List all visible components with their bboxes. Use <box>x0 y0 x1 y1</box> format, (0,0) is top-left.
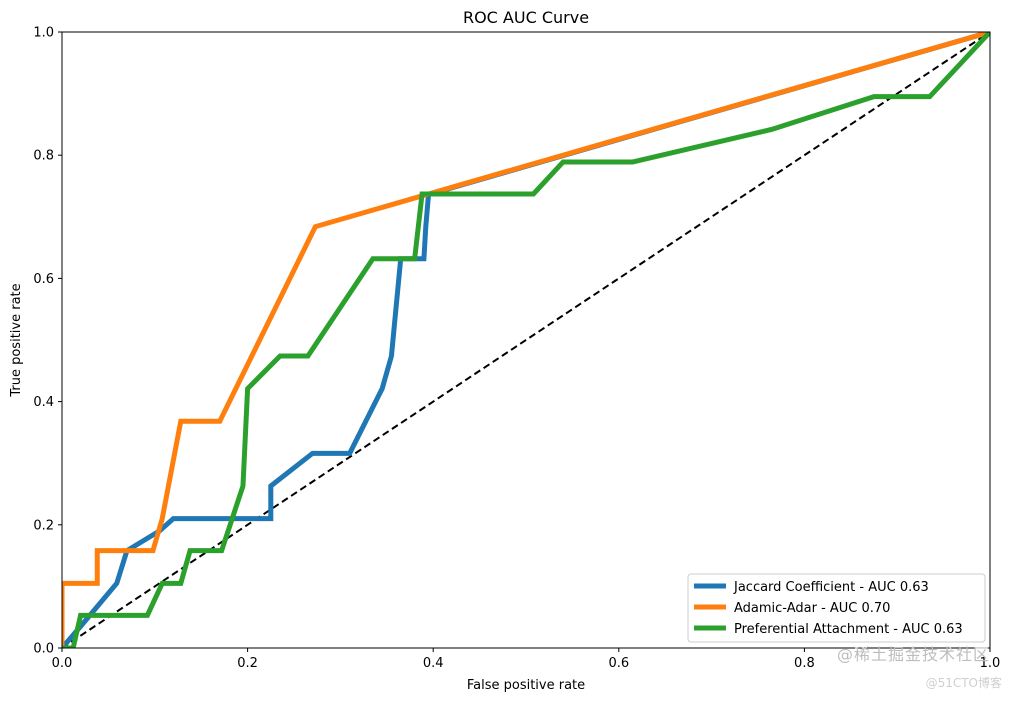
series-line-3 <box>62 32 990 648</box>
watermark-juejin: @稀土掘金技术社区 <box>836 645 990 664</box>
y-tick-label: 0.0 <box>33 642 54 657</box>
chart-title: ROC AUC Curve <box>463 8 589 27</box>
y-tick-label: 0.2 <box>33 518 54 533</box>
y-tick-label: 1.0 <box>33 26 54 41</box>
legend-label-2: Adamic-Adar - AUC 0.70 <box>734 601 890 616</box>
x-tick-label: 0.6 <box>608 656 629 671</box>
y-tick-label: 0.6 <box>33 272 54 287</box>
series-line-1 <box>62 32 990 648</box>
legend-box <box>687 573 986 643</box>
x-tick-label: 0.0 <box>52 656 73 671</box>
plot-frame <box>61 31 991 649</box>
legend-label-1: Jaccard Coefficient - AUC 0.63 <box>733 580 929 595</box>
watermark-51cto: @51CTO博客 <box>925 676 1002 690</box>
x-tick-label: 0.2 <box>237 656 258 671</box>
axis-ticks: 0.0 0.2 0.4 0.6 0.8 1.0 0.0 0.2 0.4 0.6 0.8 1.0 <box>33 26 1000 672</box>
legend-label-3: Preferential Attachment - AUC 0.63 <box>734 622 963 637</box>
x-tick-label: 0.8 <box>794 656 815 671</box>
x-axis-label: False positive rate <box>467 678 585 693</box>
y-tick-label: 0.4 <box>33 395 54 410</box>
legend: Jaccard Coefficient - AUC 0.63 Adamic-Ada… <box>687 573 986 643</box>
series-line-2 <box>62 32 990 648</box>
y-tick-label: 0.8 <box>33 149 54 164</box>
plot-area <box>61 31 991 649</box>
chance-diagonal-line <box>62 32 990 648</box>
y-axis-label: True positive rate <box>9 283 24 397</box>
x-tick-label: 1.0 <box>980 656 1001 671</box>
series-lines <box>62 32 990 648</box>
x-tick-label: 0.4 <box>423 656 444 671</box>
